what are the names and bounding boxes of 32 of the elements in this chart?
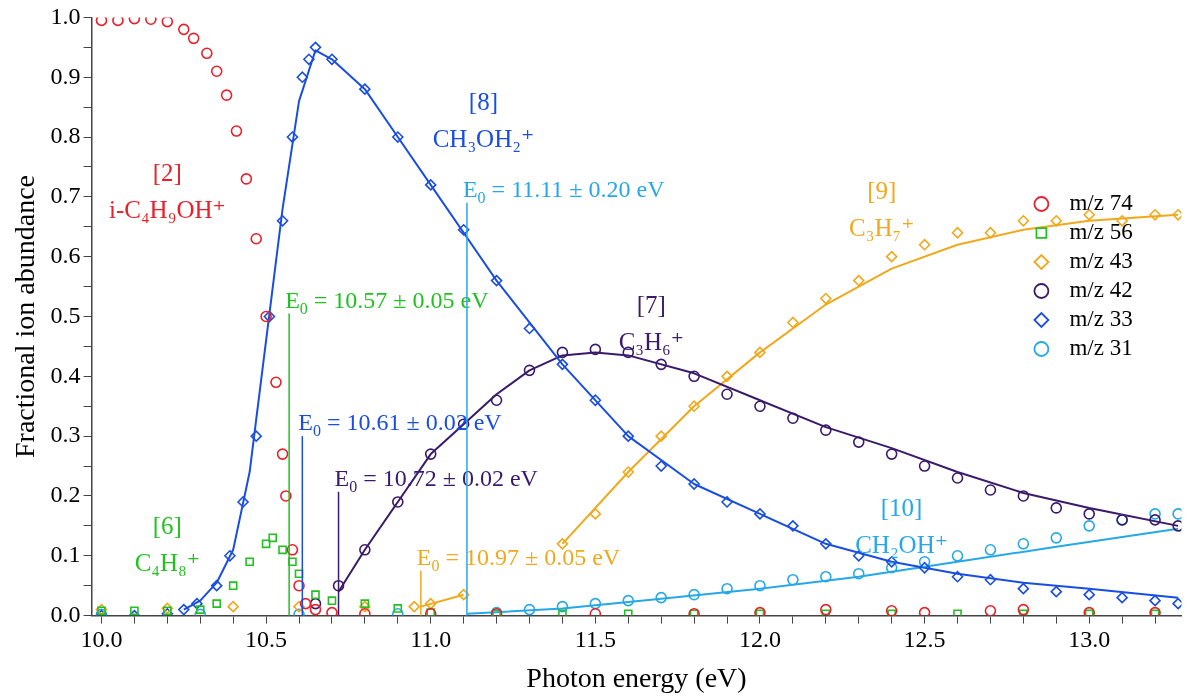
- y-tick-label: 0.3: [50, 421, 81, 448]
- legend-label: m/z 74: [1069, 190, 1134, 216]
- y-tick-label: 1.0: [50, 2, 81, 29]
- legend-label: m/z 33: [1069, 306, 1133, 332]
- annotation: [2] i-C₄H₉OH⁺: [108, 159, 226, 224]
- x-axis-title: Photon energy (eV): [526, 661, 747, 693]
- x-tick-label: 13.0: [1068, 626, 1111, 653]
- annotation: [8] CH₃OH₂⁺: [432, 87, 535, 152]
- x-tick-label: 10.0: [80, 626, 123, 653]
- y-tick-label: 0.5: [50, 301, 81, 328]
- annotation: [7] C₃H₆⁺: [618, 290, 684, 355]
- annotation: [9] C₃H₇⁺: [849, 177, 915, 242]
- y-tick-label: 0.8: [50, 122, 81, 149]
- annotation: [6] C₄H₈⁺: [134, 512, 201, 577]
- x-tick-label: 10.5: [245, 626, 288, 653]
- x-tick-label: 11.5: [574, 626, 616, 653]
- y-tick-label: 0.9: [50, 62, 81, 89]
- y-tick-label: 0.7: [50, 182, 81, 209]
- x-tick-label: 11.0: [410, 626, 452, 653]
- y-axis-title: Fractional ion abundance: [9, 174, 41, 459]
- y-tick-label: 0.6: [50, 241, 81, 268]
- y-tick-label: 0.4: [50, 361, 81, 388]
- legend-label: m/z 42: [1069, 277, 1133, 303]
- annotation: [10] CH₂OH⁺: [855, 494, 948, 559]
- y-tick-label: 0.0: [50, 600, 81, 627]
- y-tick-label: 0.1: [50, 541, 81, 568]
- x-tick-label: 12.5: [903, 626, 946, 653]
- legend-label: m/z 56: [1069, 219, 1133, 245]
- legend-label: m/z 43: [1069, 248, 1133, 274]
- legend-label: m/z 31: [1069, 335, 1133, 361]
- x-tick-label: 12.0: [738, 626, 781, 653]
- y-tick-label: 0.2: [50, 481, 81, 508]
